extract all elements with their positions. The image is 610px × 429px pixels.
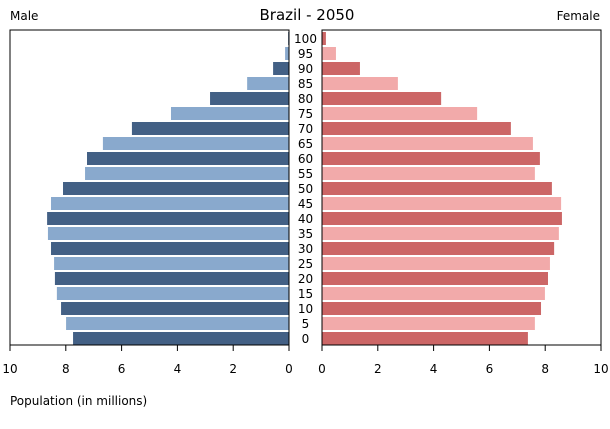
male-bar-20 [54, 272, 289, 285]
female-bar-25 [322, 257, 550, 270]
female-bar-65 [322, 137, 533, 150]
female-bar-75 [322, 107, 478, 120]
age-label-0: 0 [302, 332, 310, 346]
age-label-85: 85 [298, 77, 313, 91]
male-bar-50 [63, 182, 290, 195]
male-bar-60 [87, 152, 289, 165]
male-tick-label: 6 [118, 362, 126, 376]
age-label-10: 10 [298, 302, 313, 316]
female-bar-40 [322, 212, 562, 225]
male-tick-label: 10 [2, 362, 17, 376]
age-label-50: 50 [298, 182, 313, 196]
male-bar-40 [47, 212, 290, 225]
female-bar-100 [322, 32, 326, 45]
age-label-40: 40 [298, 212, 313, 226]
male-bar-10 [61, 302, 289, 315]
female-bar-70 [322, 122, 511, 135]
male-bar-5 [66, 317, 289, 330]
male-bar-90 [273, 62, 289, 75]
female-tick-label: 0 [318, 362, 326, 376]
male-bar-85 [247, 77, 289, 90]
age-label-5: 5 [302, 317, 310, 331]
male-plot-frame [9, 29, 290, 346]
male-bar-25 [54, 257, 289, 270]
male-bar-0 [73, 332, 289, 345]
female-tick-label: 10 [593, 362, 608, 376]
female-bar-85 [322, 77, 398, 90]
female-bar-20 [322, 272, 548, 285]
female-bar-45 [322, 197, 562, 210]
age-label-90: 90 [298, 62, 313, 76]
female-tick-label: 2 [374, 362, 382, 376]
age-label-95: 95 [298, 47, 313, 61]
male-bar-95 [285, 47, 289, 60]
age-label-75: 75 [298, 107, 313, 121]
female-bar-90 [322, 62, 360, 75]
female-bar-0 [322, 332, 528, 345]
female-bar-30 [322, 242, 555, 255]
x-axis-label: Population (in millions) [10, 394, 147, 408]
male-bar-45 [51, 197, 289, 210]
female-bar-60 [322, 152, 540, 165]
female-bar-50 [322, 182, 552, 195]
female-tick-label: 4 [430, 362, 438, 376]
age-label-35: 35 [298, 227, 313, 241]
male-bar-35 [47, 227, 289, 240]
male-bar-15 [56, 287, 289, 300]
age-label-15: 15 [298, 287, 313, 301]
age-label-45: 45 [298, 197, 313, 211]
male-tick-label: 4 [174, 362, 182, 376]
male-bar-30 [51, 242, 289, 255]
female-plot-frame [321, 29, 602, 346]
male-bar-70 [131, 122, 289, 135]
male-tick-label: 2 [229, 362, 237, 376]
age-label-100: 100 [294, 32, 317, 46]
male-bar-80 [210, 92, 289, 105]
female-bar-95 [322, 47, 336, 60]
male-bar-75 [170, 107, 289, 120]
male-bar-65 [102, 137, 289, 150]
chart-title: Brazil - 2050 [260, 6, 355, 24]
male-bar-55 [85, 167, 290, 180]
female-label: Female [557, 9, 600, 23]
age-label-20: 20 [298, 272, 313, 286]
age-label-30: 30 [298, 242, 313, 256]
age-label-80: 80 [298, 92, 313, 106]
male-tick-label: 8 [62, 362, 70, 376]
female-bar-10 [322, 302, 542, 315]
age-label-60: 60 [298, 152, 313, 166]
age-label-70: 70 [298, 122, 313, 136]
female-bar-55 [322, 167, 535, 180]
female-bar-15 [322, 287, 545, 300]
age-label-65: 65 [298, 137, 313, 151]
female-tick-label: 8 [541, 362, 549, 376]
female-bar-80 [322, 92, 442, 105]
age-label-25: 25 [298, 257, 313, 271]
female-bar-35 [322, 227, 559, 240]
female-tick-label: 6 [486, 362, 494, 376]
male-label: Male [10, 9, 38, 23]
female-bar-5 [322, 317, 535, 330]
age-label-55: 55 [298, 167, 313, 181]
male-tick-label: 0 [285, 362, 293, 376]
